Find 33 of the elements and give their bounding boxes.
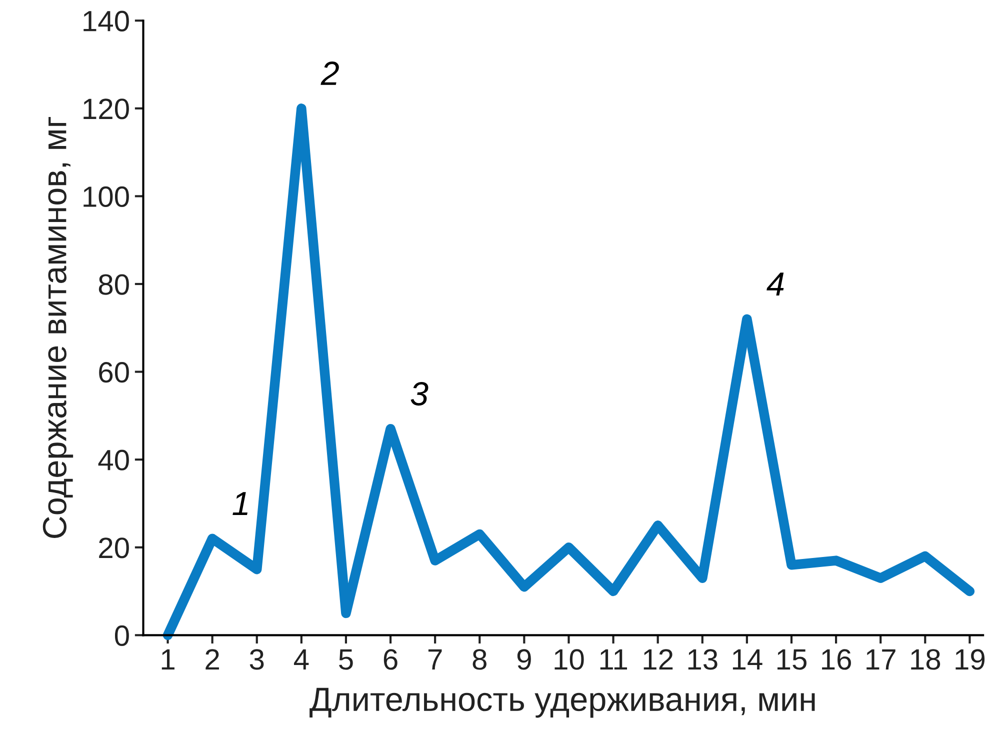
y-tick-label: 60	[99, 362, 129, 383]
x-tick-label: 5	[339, 649, 353, 670]
x-tick-label: 18	[911, 649, 940, 670]
annotation: 2	[320, 62, 339, 85]
y-axis-title: Содержание витаминов, мг	[42, 117, 74, 538]
x-tick-label: 3	[250, 649, 264, 670]
x-tick-label: 14	[732, 649, 762, 670]
annotation: 1	[232, 492, 248, 516]
x-tick-label: 9	[517, 649, 531, 670]
x-tick-label: 10	[554, 649, 584, 670]
y-tick-label: 20	[99, 538, 129, 558]
x-tick-label: 15	[777, 649, 806, 670]
x-tick-label: 8	[472, 649, 486, 670]
y-tick-label: 0	[114, 625, 129, 646]
x-tick-label: 1	[162, 649, 174, 670]
y-tick-label: 140	[84, 10, 129, 32]
y-tick-label: 120	[84, 98, 129, 120]
x-tick-label: 12	[644, 649, 673, 670]
annotation: 3	[410, 382, 428, 406]
x-tick-label: 4	[294, 649, 309, 670]
y-tick-label: 100	[84, 186, 129, 208]
x-tick-label: 16	[822, 649, 851, 670]
x-axis-title: Длительность удерживания, мин	[310, 688, 815, 718]
y-tick-label: 40	[98, 450, 129, 470]
x-tick-label: 17	[866, 649, 896, 670]
x-tick-label: 19	[956, 649, 985, 670]
x-tick-label: 13	[688, 649, 718, 670]
x-tick-label: 6	[384, 649, 398, 670]
x-tick-label: 2	[206, 649, 219, 670]
x-tick-label: 7	[428, 649, 442, 670]
x-tick-label: 11	[600, 649, 628, 670]
y-tick-label: 80	[98, 274, 129, 295]
annotation: 4	[766, 272, 784, 296]
